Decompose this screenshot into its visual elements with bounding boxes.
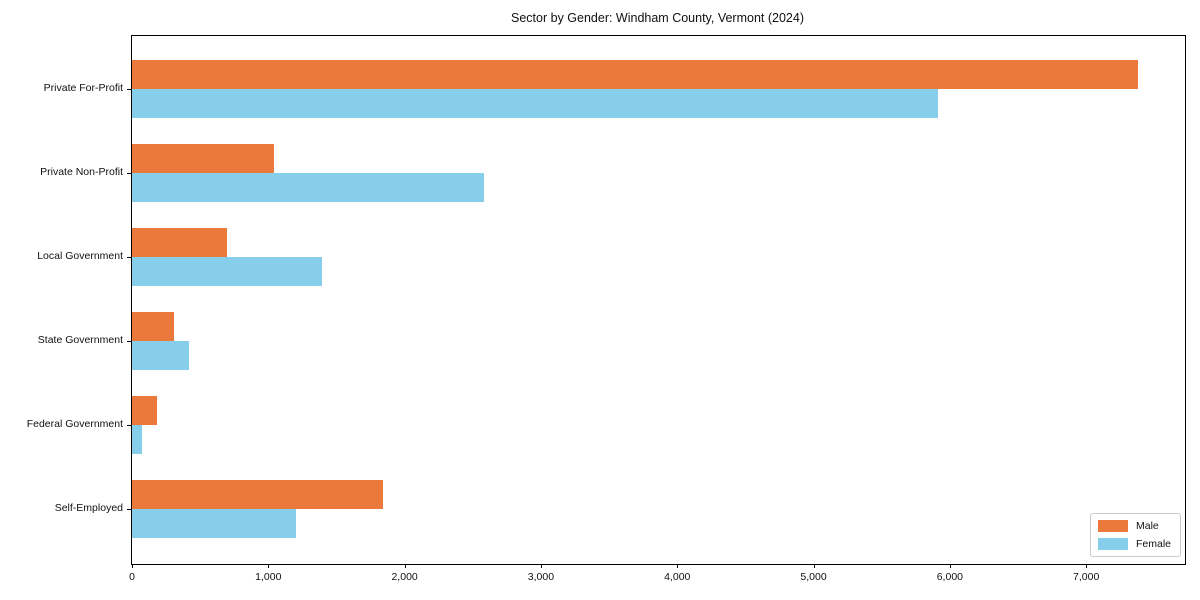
legend-label-male: Male bbox=[1135, 520, 1159, 532]
y-tick-mark-2 bbox=[127, 256, 131, 258]
x-tick-mark-7 bbox=[1086, 564, 1088, 568]
bar-female-0 bbox=[132, 88, 939, 118]
y-tick-mark-3 bbox=[127, 340, 131, 342]
bar-female-3 bbox=[132, 340, 189, 370]
x-tick-mark-6 bbox=[949, 564, 951, 568]
y-tick-mark-4 bbox=[127, 424, 131, 426]
category-label-2: Local Government bbox=[37, 249, 123, 262]
x-tick-mark-0 bbox=[132, 564, 133, 568]
bar-male-5 bbox=[132, 480, 384, 509]
bar-male-3 bbox=[132, 311, 175, 341]
bar-male-1 bbox=[132, 143, 274, 173]
x-tick-mark-5 bbox=[813, 564, 815, 568]
bar-female-2 bbox=[132, 256, 323, 286]
x-tick-mark-4 bbox=[677, 564, 679, 568]
legend-entry-male: Male bbox=[1097, 520, 1171, 532]
x-tick-label-4: 4,000 bbox=[664, 571, 691, 583]
legend-label-female: Female bbox=[1135, 538, 1171, 550]
x-tick-mark-2 bbox=[404, 564, 406, 568]
category-label-1: Private Non-Profit bbox=[40, 165, 123, 178]
y-tick-mark-1 bbox=[127, 172, 131, 174]
y-axis-labels: Private For-Profit Private Non-Profit Loca… bbox=[0, 35, 123, 563]
legend-entry-female: Female bbox=[1097, 538, 1171, 550]
x-tick-label-3: 3,000 bbox=[527, 571, 555, 583]
legend: Male Female bbox=[1089, 513, 1181, 557]
x-tick-label-7: 7,000 bbox=[1073, 571, 1100, 583]
legend-swatch-female bbox=[1097, 538, 1128, 550]
x-tick-label-2: 2,000 bbox=[391, 571, 418, 583]
y-tick-mark-0 bbox=[127, 88, 131, 90]
y-tick-mark-5 bbox=[127, 509, 131, 510]
x-tick-mark-1 bbox=[268, 564, 270, 568]
x-tick-label-1: 1,000 bbox=[255, 571, 282, 583]
plot-area: Male Female 0 1,000 2,000 3,000 4,000 5,000 6,… bbox=[127, 35, 1186, 583]
x-tick-label-6: 6,000 bbox=[936, 571, 963, 583]
category-label-5: Self-Employed bbox=[54, 502, 123, 514]
chart-title: Sector by Gender: Windham County, Vermon… bbox=[511, 11, 804, 25]
legend-swatch-male bbox=[1097, 520, 1128, 532]
category-label-4: Federal Government bbox=[26, 417, 123, 430]
bar-female-5 bbox=[132, 509, 296, 538]
bar-male-0 bbox=[132, 59, 1138, 89]
bar-male-2 bbox=[132, 227, 227, 257]
bar-male-4 bbox=[132, 395, 157, 425]
x-tick-label-5: 5,000 bbox=[800, 571, 827, 583]
bar-female-4 bbox=[132, 424, 143, 454]
bar-female-1 bbox=[132, 172, 484, 202]
x-tick-mark-3 bbox=[540, 564, 542, 568]
category-label-0: Private For-Profit bbox=[43, 81, 123, 94]
category-label-3: State Government bbox=[37, 333, 123, 346]
x-tick-label-0: 0 bbox=[129, 571, 135, 583]
